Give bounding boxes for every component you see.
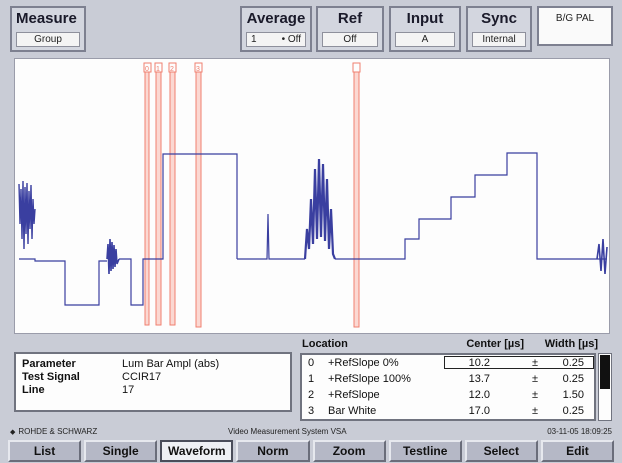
ref-title: Ref: [337, 10, 363, 27]
sync-value: Internal: [472, 32, 526, 47]
row-plus-minus: ±: [532, 357, 539, 369]
row-index: 3: [308, 405, 315, 417]
average-menu[interactable]: Average 1 • Off: [240, 6, 312, 52]
softkey-select[interactable]: Select: [464, 440, 538, 462]
header-center: Center [µs]: [466, 338, 524, 350]
row-name: +RefSlope 0%: [328, 357, 399, 369]
sync-title: Sync: [481, 10, 517, 27]
marker-3[interactable]: 3: [194, 62, 203, 328]
softkey-bar: List Single Waveform Norm Zoom Testline …: [8, 440, 614, 463]
row-plus-minus: ±: [532, 389, 539, 401]
marker-1-label: 1: [156, 66, 160, 73]
brand-text: ROHDE & SCHWARZ: [18, 427, 98, 436]
row-width[interactable]: 0.25: [562, 357, 584, 369]
softkey-zoom[interactable]: Zoom: [312, 440, 386, 462]
softkey-waveform[interactable]: Waveform: [160, 440, 234, 462]
row-width[interactable]: 0.25: [562, 373, 584, 385]
param-label: Test Signal: [22, 371, 80, 383]
marker-2-label: 2: [170, 66, 174, 73]
row-center[interactable]: 10.2: [468, 357, 490, 369]
waveform-trace: [18, 152, 608, 306]
top-bar: Measure Group Average 1 • Off Ref Off In…: [0, 0, 622, 58]
rs-logo-icon: ◆: [10, 429, 16, 436]
location-markers: 0 1 2 3: [143, 62, 361, 328]
marker-2[interactable]: 2: [168, 62, 177, 326]
row-name: Bar White: [328, 405, 377, 417]
waveform-svg: 0 1 2 3: [18, 62, 608, 328]
average-title: Average: [246, 10, 306, 27]
selected-cell-highlight: [444, 356, 594, 369]
param-value: CCIR17: [122, 371, 162, 383]
header-width: Width [µs]: [544, 338, 598, 350]
softkey-norm[interactable]: Norm: [236, 440, 310, 462]
brand: ◆ ROHDE & SCHWARZ: [10, 427, 97, 436]
softkey-list[interactable]: List: [8, 440, 82, 462]
sync-menu[interactable]: Sync Internal: [466, 6, 532, 52]
row-width[interactable]: 0.25: [562, 405, 584, 417]
status-line: ◆ ROHDE & SCHWARZ Video Measurement Syste…: [10, 427, 612, 439]
row-name: +RefSlope: [328, 389, 380, 401]
row-width[interactable]: 1.50: [562, 389, 584, 401]
measure-title: Measure: [16, 10, 77, 27]
param-row-line: Line 17: [22, 384, 284, 397]
input-value: A: [395, 32, 455, 47]
location-table-header: Location Center [µs] Width [µs]: [300, 338, 612, 352]
marker-3-label: 3: [196, 66, 200, 73]
softkey-edit[interactable]: Edit: [540, 440, 614, 462]
average-count: 1: [251, 34, 257, 45]
average-value: 1 • Off: [246, 32, 306, 47]
marker-extra[interactable]: [352, 62, 361, 328]
marker-0-label: 0: [145, 66, 149, 73]
location-scrollbar[interactable]: [598, 353, 612, 421]
ref-menu[interactable]: Ref Off: [316, 6, 384, 52]
measure-menu[interactable]: Measure Group: [10, 6, 86, 52]
param-label: Parameter: [22, 358, 76, 370]
header-location: Location: [302, 338, 348, 350]
row-index: 2: [308, 389, 315, 401]
ref-value: Off: [322, 32, 378, 47]
row-index: 0: [308, 357, 315, 369]
parameter-panel: Parameter Lum Bar Ampl (abs) Test Signal…: [14, 352, 292, 412]
scrollbar-thumb[interactable]: [600, 355, 610, 389]
average-mode: • Off: [281, 34, 301, 45]
param-row-parameter: Parameter Lum Bar Ampl (abs): [22, 358, 284, 371]
row-name: +RefSlope 100%: [328, 373, 411, 385]
param-value: Lum Bar Ampl (abs): [122, 358, 220, 370]
row-plus-minus: ±: [532, 405, 539, 417]
table-row[interactable]: 3 Bar White 17.0 ± 0.25: [302, 404, 594, 418]
row-center[interactable]: 17.0: [468, 405, 490, 417]
param-value: 17: [122, 384, 135, 396]
row-index: 1: [308, 373, 315, 385]
softkey-testline[interactable]: Testline: [388, 440, 462, 462]
table-row[interactable]: 0 +RefSlope 0% 10.2 ± 0.25: [302, 356, 594, 370]
input-menu[interactable]: Input A: [389, 6, 461, 52]
date-time: 03-11-05 18:09:25: [547, 427, 612, 436]
input-title: Input: [406, 10, 444, 27]
row-center[interactable]: 12.0: [468, 389, 490, 401]
system-name: Video Measurement System VSA: [228, 427, 347, 436]
marker-1[interactable]: 1: [154, 62, 163, 326]
waveform-display[interactable]: 0 1 2 3: [14, 58, 610, 334]
location-table-body: 0 +RefSlope 0% 10.2 ± 0.25 1 +RefSlope 1…: [300, 353, 596, 421]
param-row-test-signal: Test Signal CCIR17: [22, 371, 284, 384]
table-row[interactable]: 1 +RefSlope 100% 13.7 ± 0.25: [302, 372, 594, 386]
row-center[interactable]: 13.7: [468, 373, 490, 385]
table-row[interactable]: 2 +RefSlope 12.0 ± 1.50: [302, 388, 594, 402]
softkey-single[interactable]: Single: [84, 440, 158, 462]
location-table: Location Center [µs] Width [µs] 0 +RefSl…: [300, 338, 612, 422]
row-plus-minus: ±: [532, 373, 539, 385]
tv-standard-indicator: B/G PAL: [537, 6, 613, 46]
marker-0[interactable]: 0: [143, 62, 152, 326]
measure-value: Group: [16, 32, 80, 47]
param-label: Line: [22, 384, 45, 396]
